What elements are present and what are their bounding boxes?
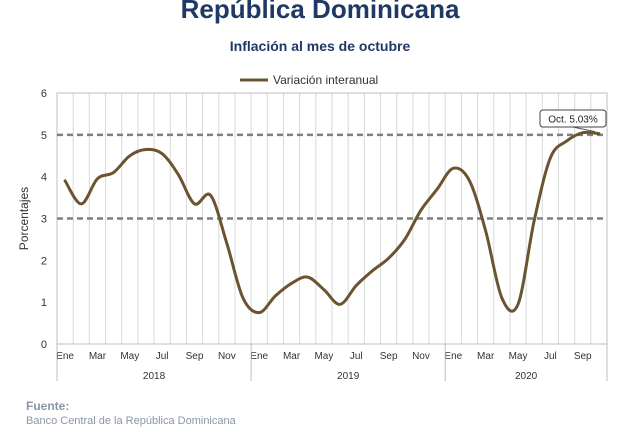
data-point: [533, 219, 536, 222]
year-label: 2020: [515, 371, 538, 382]
x-tick-label: Jul: [350, 351, 363, 362]
x-tick-label: Sep: [574, 351, 592, 362]
data-point: [225, 242, 228, 245]
data-point: [242, 296, 245, 299]
x-tick-label: Sep: [380, 351, 398, 362]
y-tick-label: 5: [41, 130, 47, 142]
x-tick-label: Mar: [477, 351, 495, 362]
data-point: [177, 173, 180, 176]
legend-label: Variación interanual: [273, 73, 378, 87]
data-point: [290, 282, 293, 285]
line-chart: Porcentajes 0 1 2 3 4 5 6 Ene Mar May Jul Sep Nov Ene…: [17, 73, 608, 382]
data-point: [403, 238, 406, 241]
x-tick-label: Mar: [283, 351, 301, 362]
year-label: 2019: [337, 371, 360, 382]
data-point: [128, 154, 131, 157]
data-point: [306, 276, 309, 279]
data-point: [597, 132, 600, 135]
data-point: [96, 177, 99, 180]
x-tick-label: Ene: [56, 351, 74, 362]
data-point: [193, 202, 196, 205]
x-tick-label: Nov: [218, 351, 236, 362]
y-axis-label: Porcentajes: [17, 187, 31, 250]
data-point: [322, 288, 325, 291]
data-point: [436, 188, 439, 191]
data-point: [565, 140, 568, 143]
x-tick-label: May: [120, 351, 139, 362]
y-tick-label: 6: [41, 88, 47, 100]
x-tick-label: Mar: [89, 351, 107, 362]
x-tick-label: Ene: [250, 351, 268, 362]
data-point: [355, 284, 358, 287]
data-point: [161, 152, 164, 155]
data-point: [581, 131, 584, 134]
data-point: [452, 167, 455, 170]
y-tick-label: 4: [41, 172, 47, 184]
data-point: [144, 148, 147, 151]
data-point: [112, 171, 115, 174]
y-tick-label: 2: [41, 255, 47, 267]
chart-title: República Dominicana: [180, 0, 460, 24]
data-point: [64, 179, 67, 182]
data-point: [258, 311, 261, 314]
data-point: [419, 209, 422, 212]
data-point: [209, 194, 212, 197]
legend: Variación interanual: [240, 73, 378, 87]
source-label: Fuente:: [26, 399, 70, 413]
y-tick-label: 3: [41, 214, 47, 226]
y-tick-label: 1: [41, 297, 47, 309]
data-point: [500, 296, 503, 299]
data-point: [371, 269, 374, 272]
data-point: [387, 257, 390, 260]
data-point: [80, 202, 83, 205]
y-tick-label: 0: [41, 339, 47, 351]
data-point: [549, 156, 552, 159]
chart-subtitle: Inflación al mes de octubre: [229, 38, 411, 54]
annotation-leader: [572, 126, 596, 133]
annotation-box: [539, 109, 607, 128]
data-point: [468, 179, 471, 182]
series-line: [63, 130, 601, 315]
data-point: [484, 230, 487, 233]
x-tick-label: Jul: [544, 351, 557, 362]
x-tick-label: May: [314, 351, 333, 362]
source-text: Banco Central de la República Dominicana: [26, 415, 236, 427]
x-tick-label: Nov: [412, 351, 430, 362]
annotation-label: Oct. 5.03%: [548, 115, 598, 126]
x-tick-label: Sep: [186, 351, 204, 362]
x-tick-label: May: [509, 351, 528, 362]
x-tick-label: Jul: [156, 351, 169, 362]
year-label: 2018: [143, 371, 166, 382]
data-point: [517, 303, 520, 306]
data-point: [274, 294, 277, 297]
x-tick-label: Ene: [444, 351, 462, 362]
data-point: [339, 303, 342, 306]
